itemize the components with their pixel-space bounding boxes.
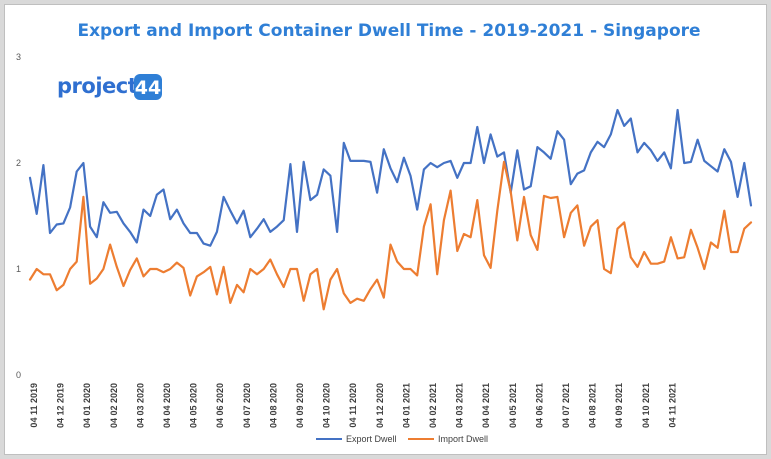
x-tick-label: 04 01 2020	[82, 383, 92, 428]
x-tick-label: 04 10 2020	[322, 383, 332, 428]
chart-frame: Export and Import Container Dwell Time -…	[4, 4, 767, 455]
x-tick-label: 04 09 2021	[614, 383, 624, 428]
x-tick-label: 04 05 2021	[508, 383, 518, 428]
x-tick-label: 04 11 2020	[348, 383, 358, 428]
legend-label-export: Export Dwell	[346, 434, 397, 444]
x-tick-label: 04 02 2020	[109, 383, 119, 428]
legend-label-import: Import Dwell	[438, 434, 488, 444]
x-tick-label: 04 02 2021	[428, 383, 438, 428]
x-tick-label: 04 03 2020	[135, 383, 145, 428]
x-tick-label: 04 06 2020	[215, 383, 225, 428]
x-axis: 04 11 2019 04 12 2019 04 01 2020 04 02 2020…	[29, 383, 677, 428]
line-chart: Export and Import Container Dwell Time -…	[16, 21, 753, 444]
y-tick-label: 3	[16, 52, 21, 62]
x-tick-label: 04 09 2020	[295, 383, 305, 428]
y-axis: 0 1 2 3	[16, 52, 21, 380]
x-tick-label: 04 10 2021	[641, 383, 651, 428]
x-tick-label: 04 08 2021	[588, 383, 598, 428]
chart-title: Export and Import Container Dwell Time -…	[77, 21, 700, 41]
logo-badge	[134, 74, 162, 100]
x-tick-label: 04 04 2021	[481, 383, 491, 428]
x-tick-label: 04 08 2020	[268, 383, 278, 428]
y-tick-label: 2	[16, 158, 21, 168]
logo-badge-number: 44	[135, 77, 161, 99]
series-layer	[28, 108, 753, 311]
x-tick-label: 04 06 2021	[534, 383, 544, 428]
x-tick-label: 04 01 2021	[401, 383, 411, 428]
x-tick-label: 04 12 2019	[56, 383, 66, 428]
x-tick-label: 04 03 2021	[455, 383, 465, 428]
series-line-import-dwell	[28, 160, 753, 311]
x-tick-label: 04 05 2020	[189, 383, 199, 428]
y-tick-label: 0	[16, 370, 21, 380]
series-line-export-dwell	[28, 108, 753, 247]
x-tick-label: 04 04 2020	[162, 383, 172, 428]
legend: Export Dwell Import Dwell	[316, 434, 488, 444]
x-tick-label: 04 12 2020	[375, 383, 385, 428]
logo-text: project	[57, 74, 138, 98]
project44-logo: project 44	[57, 74, 162, 100]
x-tick-label: 04 07 2020	[242, 383, 252, 428]
y-tick-label: 1	[16, 264, 21, 274]
x-tick-label: 04 07 2021	[561, 383, 571, 428]
x-tick-label: 04 11 2021	[667, 383, 677, 428]
x-tick-label: 04 11 2019	[29, 383, 39, 428]
